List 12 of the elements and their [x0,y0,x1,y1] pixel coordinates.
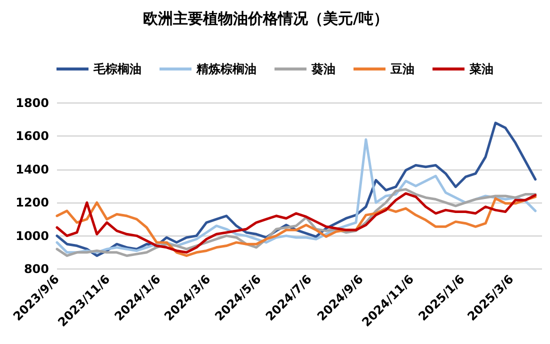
y-tick-label: 1400 [16,162,49,176]
legend-label: 菜油 [468,62,494,76]
legend-label: 豆油 [390,62,414,76]
legend-label: 精炼棕榈油 [196,62,256,76]
legend-label: 葵油 [310,62,336,76]
y-tick-label: 1800 [16,96,49,110]
chart-title: 欧洲主要植物油价格情况（美元/吨） [143,10,388,28]
y-tick-label: 1000 [16,228,49,243]
y-tick-label: 1200 [16,196,49,210]
y-tick-label: 1600 [16,129,49,144]
legend-label: 毛棕榈油 [92,62,142,76]
y-tick-label: 800 [24,262,49,276]
